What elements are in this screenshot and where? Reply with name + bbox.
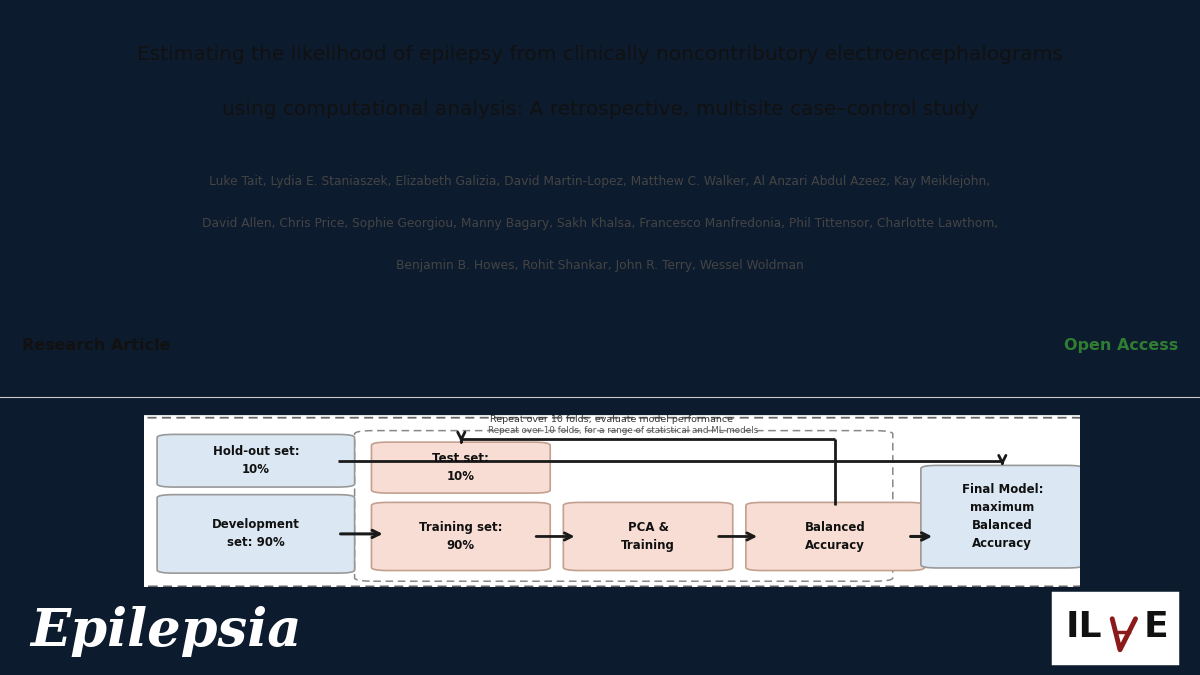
Text: Research Article: Research Article	[22, 338, 170, 354]
FancyBboxPatch shape	[1052, 593, 1177, 663]
Text: E: E	[1144, 610, 1168, 643]
Text: Test set:
10%: Test set: 10%	[432, 452, 490, 483]
FancyBboxPatch shape	[563, 502, 733, 570]
FancyBboxPatch shape	[372, 442, 551, 493]
FancyBboxPatch shape	[144, 415, 1080, 587]
Text: Repeat over 10 folds, for a range of statistical and ML models: Repeat over 10 folds, for a range of sta…	[488, 426, 758, 435]
Text: Repeat over 10 folds; evaluate model performance: Repeat over 10 folds; evaluate model per…	[491, 415, 733, 424]
Text: Final Model:
maximum
Balanced
Accuracy: Final Model: maximum Balanced Accuracy	[961, 483, 1043, 550]
FancyBboxPatch shape	[157, 495, 355, 573]
Text: IL: IL	[1066, 610, 1102, 643]
FancyBboxPatch shape	[355, 431, 893, 581]
FancyBboxPatch shape	[125, 418, 1097, 587]
Text: using computational analysis: A retrospective, multisite case–control study: using computational analysis: A retrospe…	[222, 100, 978, 119]
Text: Benjamin B. Howes, Rohit Shankar, John R. Terry, Wessel Woldman: Benjamin B. Howes, Rohit Shankar, John R…	[396, 259, 804, 272]
Text: David Allen, Chris Price, Sophie Georgiou, Manny Bagary, Sakh Khalsa, Francesco : David Allen, Chris Price, Sophie Georgio…	[202, 217, 998, 230]
FancyBboxPatch shape	[746, 502, 925, 570]
FancyBboxPatch shape	[920, 465, 1084, 568]
Text: Hold-out set:
10%: Hold-out set: 10%	[212, 446, 299, 477]
Text: Development
set: 90%: Development set: 90%	[212, 518, 300, 549]
Text: PCA &
Training: PCA & Training	[622, 521, 674, 552]
Text: Luke Tait, Lydia E. Staniaszek, Elizabeth Galizia, David Martin-Lopez, Matthew C: Luke Tait, Lydia E. Staniaszek, Elizabet…	[210, 175, 990, 188]
Text: Estimating the likelihood of epilepsy from clinically noncontributory electroenc: Estimating the likelihood of epilepsy fr…	[137, 45, 1063, 64]
Text: Epilepsia: Epilepsia	[30, 605, 301, 657]
FancyBboxPatch shape	[372, 502, 551, 570]
Text: Open Access: Open Access	[1064, 338, 1178, 354]
Text: Training set:
90%: Training set: 90%	[419, 521, 503, 552]
Text: Balanced
Accuracy: Balanced Accuracy	[805, 521, 865, 552]
FancyBboxPatch shape	[157, 435, 355, 487]
